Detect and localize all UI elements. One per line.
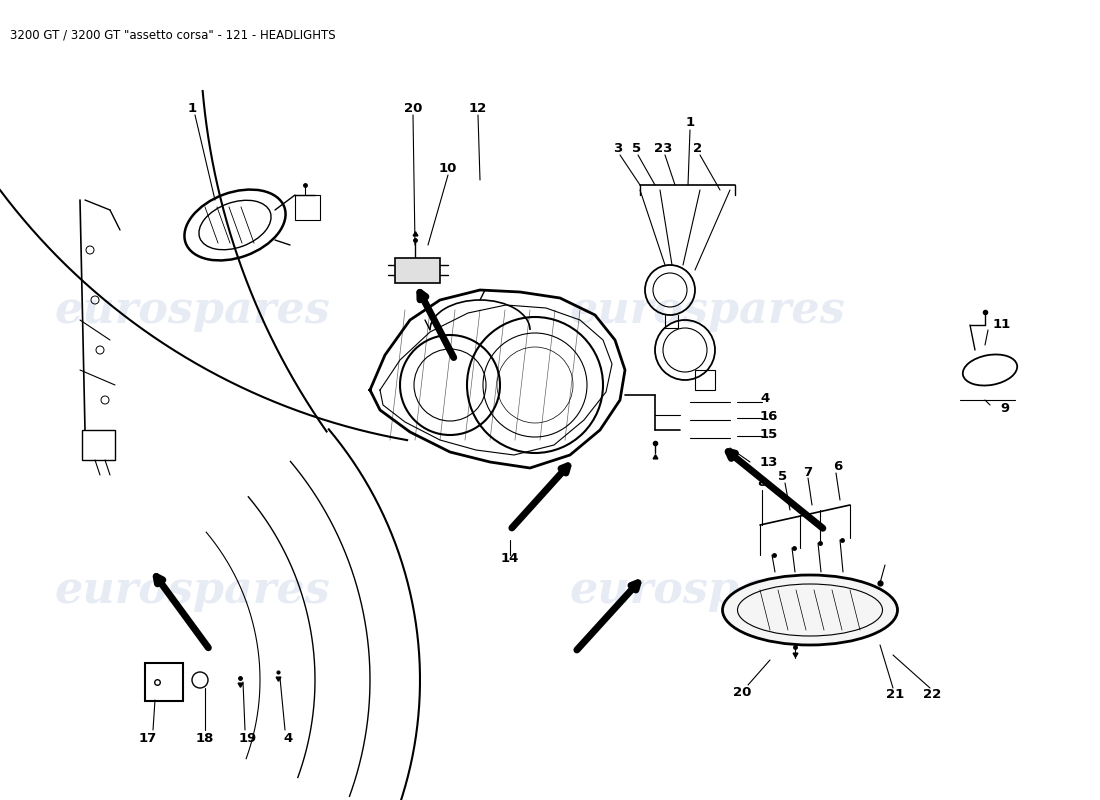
Text: 9: 9 — [1000, 402, 1010, 414]
Text: 16: 16 — [760, 410, 779, 422]
Text: 15: 15 — [760, 429, 779, 442]
Text: 14: 14 — [500, 551, 519, 565]
Text: eurospares: eurospares — [570, 569, 846, 611]
Text: 3200 GT / 3200 GT "assetto corsa" - 121 - HEADLIGHTS: 3200 GT / 3200 GT "assetto corsa" - 121 … — [10, 28, 335, 41]
Text: 7: 7 — [803, 466, 813, 478]
Text: 4: 4 — [284, 731, 293, 745]
Text: 20: 20 — [404, 102, 422, 114]
Text: 3: 3 — [614, 142, 623, 154]
Text: 21: 21 — [886, 689, 904, 702]
Text: 22: 22 — [923, 689, 942, 702]
Text: 18: 18 — [196, 731, 214, 745]
Text: 10: 10 — [439, 162, 458, 174]
Text: 13: 13 — [760, 455, 779, 469]
Text: eurospares: eurospares — [570, 289, 846, 331]
Polygon shape — [395, 258, 440, 283]
Text: 4: 4 — [760, 391, 769, 405]
Text: 20: 20 — [733, 686, 751, 698]
Text: 17: 17 — [139, 731, 157, 745]
Text: 2: 2 — [693, 142, 703, 154]
Text: 12: 12 — [469, 102, 487, 114]
Text: 5: 5 — [632, 142, 641, 154]
Text: 19: 19 — [239, 731, 257, 745]
Text: 6: 6 — [834, 461, 843, 474]
Text: eurospares: eurospares — [55, 289, 331, 331]
Text: eurospares: eurospares — [55, 569, 331, 611]
Text: 11: 11 — [993, 318, 1011, 331]
Text: 23: 23 — [653, 142, 672, 154]
Ellipse shape — [723, 575, 898, 645]
Text: 8: 8 — [758, 475, 767, 489]
Text: 1: 1 — [187, 102, 197, 114]
Text: 1: 1 — [685, 115, 694, 129]
Text: 5: 5 — [779, 470, 788, 482]
